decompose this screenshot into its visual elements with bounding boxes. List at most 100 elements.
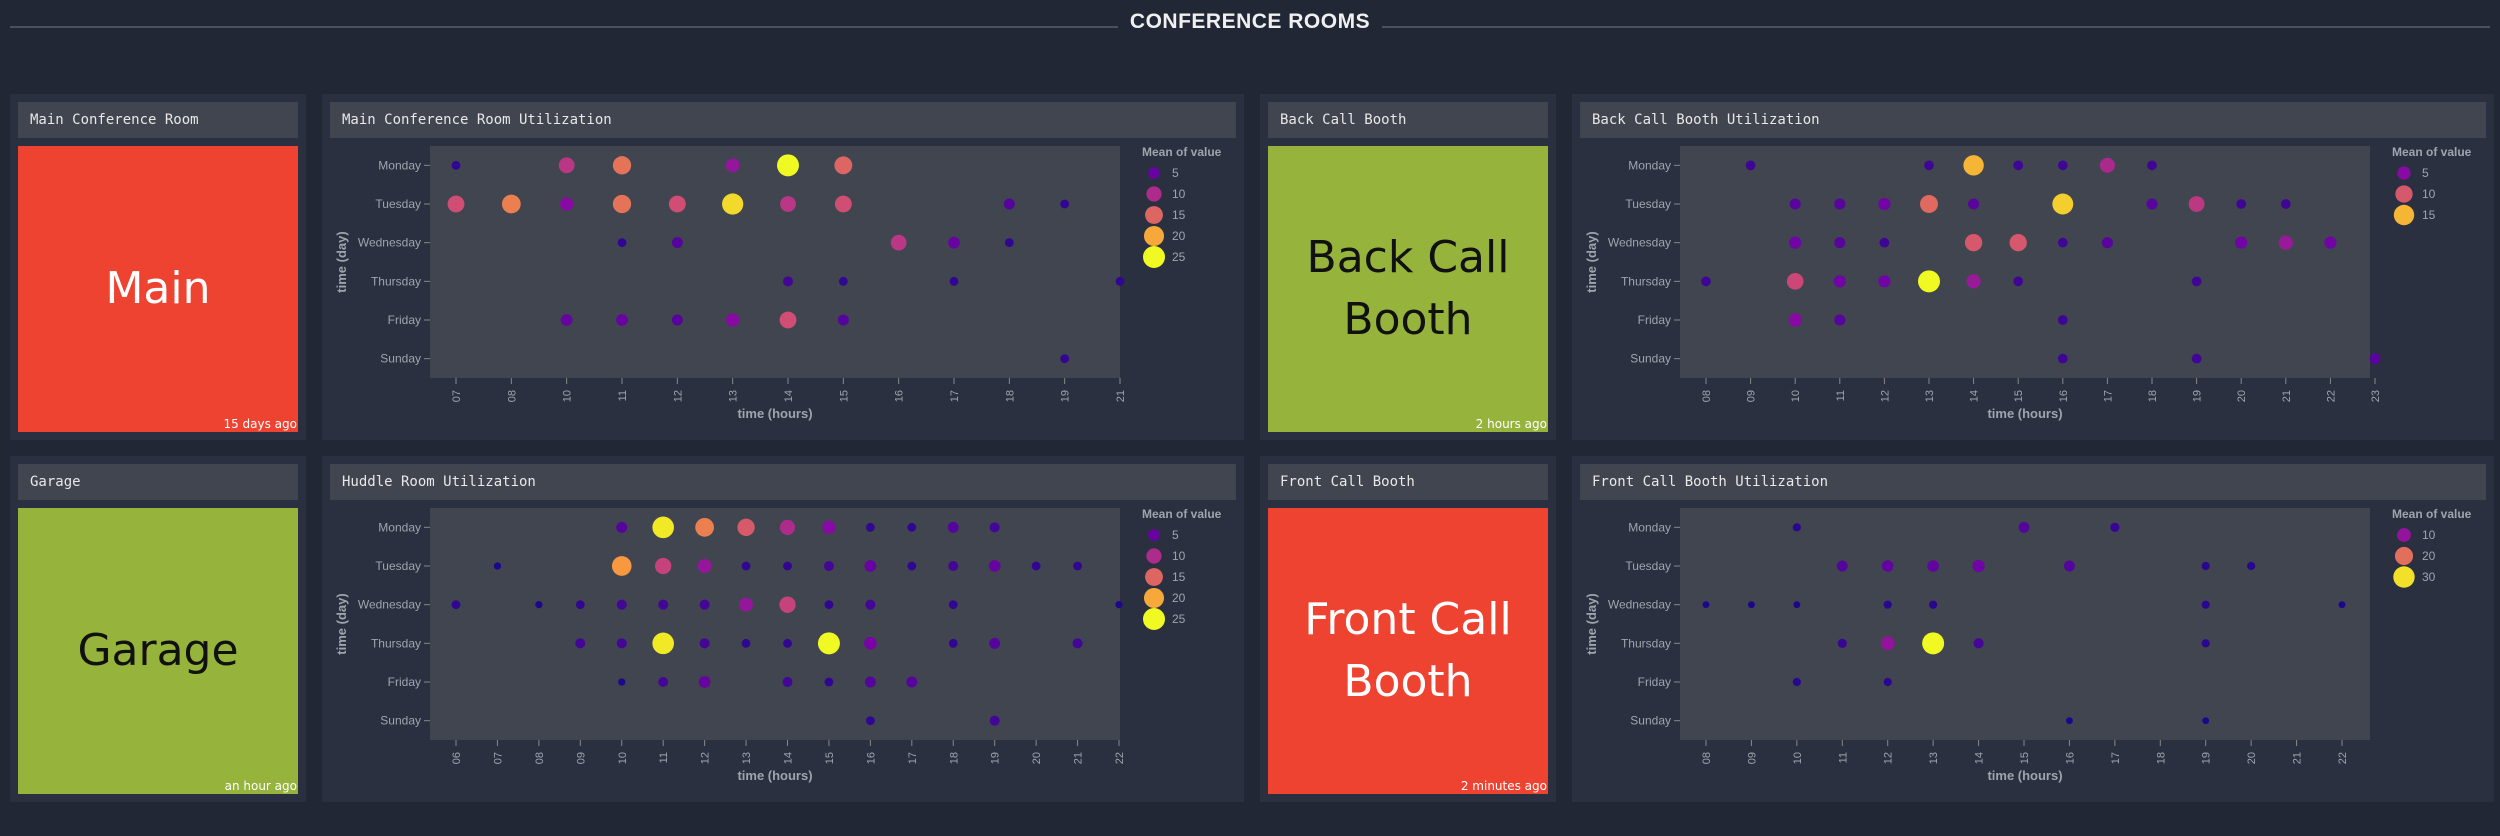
data-point <box>697 559 712 573</box>
data-point <box>559 197 574 211</box>
data-point <box>652 516 674 539</box>
data-point <box>2057 237 2068 248</box>
room-status-line: Garage <box>77 625 239 676</box>
x-tick-label: 22 <box>2325 390 2337 402</box>
data-point <box>671 237 683 249</box>
data-point <box>722 193 744 215</box>
x-tick-label: 21 <box>2281 390 2293 402</box>
data-point <box>741 638 751 648</box>
panel-title[interactable]: Back Call Booth <box>1268 102 1548 138</box>
data-point <box>1003 198 1015 210</box>
y-tick-label: Friday <box>388 313 421 327</box>
data-point <box>864 676 876 688</box>
y-tick-label: Tuesday <box>375 197 421 211</box>
x-tick-label: 13 <box>728 390 740 402</box>
last-updated-text: an hour ago <box>224 779 297 793</box>
x-tick-label: 13 <box>1928 752 1940 764</box>
data-point <box>1883 677 1892 687</box>
data-point <box>558 157 575 174</box>
data-point <box>1792 677 1801 687</box>
y-tick-label: Monday <box>1628 158 1671 172</box>
legend-symbol <box>2395 185 2413 203</box>
data-point <box>616 521 628 533</box>
data-point <box>741 561 751 571</box>
y-axis-title: time (day) <box>334 231 349 292</box>
x-tick-label: 18 <box>1004 390 1016 402</box>
y-tick-label: Friday <box>388 675 421 689</box>
data-point <box>865 522 875 532</box>
x-tick-label: 14 <box>1969 390 1981 402</box>
panel-title[interactable]: Front Call Booth <box>1268 464 1548 500</box>
panel-title[interactable]: Main Conference Room Utilization <box>330 102 1236 138</box>
data-point <box>782 677 793 687</box>
legend-symbol <box>2393 566 2415 588</box>
data-point <box>2247 561 2256 571</box>
y-tick-label: Wednesday <box>1608 236 1671 250</box>
section-header[interactable]: CONFERENCE ROOMS <box>0 0 2500 54</box>
utilization-chart: Monday Tuesday Wednesday Thursday Friday Sund… <box>1584 146 2472 421</box>
data-point <box>865 716 875 726</box>
data-point <box>1836 560 1848 572</box>
x-tick-label: 07 <box>492 752 504 764</box>
x-tick-label: 10 <box>1790 390 1802 402</box>
x-axis-title: time (hours) <box>737 768 812 783</box>
x-tick-label: 17 <box>949 390 961 402</box>
x-tick-label: 06 <box>451 752 463 764</box>
data-point <box>1789 198 1801 210</box>
x-tick-label: 09 <box>575 752 587 764</box>
data-point <box>616 599 627 610</box>
panel-title[interactable]: Garage <box>18 464 298 500</box>
x-tick-label: 19 <box>2192 390 2204 402</box>
x-tick-label: 07 <box>451 390 463 402</box>
data-point <box>1745 160 1756 171</box>
data-point <box>575 600 585 610</box>
x-tick-label: 20 <box>2246 752 2258 764</box>
x-tick-label: 17 <box>907 752 919 764</box>
data-point <box>1834 237 1846 249</box>
y-tick-label: Monday <box>378 520 421 534</box>
data-point <box>822 520 836 535</box>
data-point <box>2013 160 2024 171</box>
data-point <box>1072 638 1083 649</box>
last-updated-text: 2 hours ago <box>1475 417 1547 431</box>
legend-label: 10 <box>2422 528 2436 542</box>
legend-label: 20 <box>2422 549 2436 563</box>
plot-area <box>430 146 1120 378</box>
data-point <box>1929 600 1938 609</box>
data-point <box>655 557 672 575</box>
x-tick-label: 21 <box>1073 752 1085 764</box>
data-point <box>2324 236 2337 249</box>
data-point <box>668 195 686 213</box>
room-status-line: Main <box>105 263 211 314</box>
data-point <box>1837 638 1847 648</box>
x-tick-label: 12 <box>700 752 712 764</box>
data-point <box>948 561 959 571</box>
data-point <box>1834 198 1846 210</box>
room-status-value: Main <box>18 258 298 320</box>
data-point <box>1115 601 1123 609</box>
panel-title[interactable]: Huddle Room Utilization <box>330 464 1236 500</box>
data-point <box>1878 275 1891 288</box>
panel-front-call-booth: Front Call Booth Front Call Booth 2 minut… <box>1260 456 1556 802</box>
plot-area <box>1680 508 2370 740</box>
x-tick-label: 13 <box>1924 390 1936 402</box>
y-tick-label: Friday <box>1638 313 1671 327</box>
legend-label: 10 <box>1172 549 1186 563</box>
panel-title[interactable]: Back Call Booth Utilization <box>1580 102 2486 138</box>
panel-title[interactable]: Main Conference Room <box>18 102 298 138</box>
data-point <box>658 599 669 610</box>
x-tick-label: 15 <box>838 390 850 402</box>
data-point <box>2057 353 2068 364</box>
data-point <box>780 196 796 212</box>
room-status-value: Front Call Booth <box>1268 589 1548 713</box>
x-tick-label: 10 <box>1792 752 1804 764</box>
data-point <box>864 637 877 650</box>
data-point <box>1878 197 1891 211</box>
panel-title[interactable]: Front Call Booth Utilization <box>1580 464 2486 500</box>
data-point <box>737 518 755 537</box>
x-tick-label: 15 <box>2013 390 2025 402</box>
legend-label: 20 <box>1172 591 1186 605</box>
data-point <box>824 677 834 687</box>
x-tick-label: 21 <box>2292 752 2304 764</box>
panel-main-conference-room-utilization: Main Conference Room Utilization Monday T… <box>322 94 1244 440</box>
